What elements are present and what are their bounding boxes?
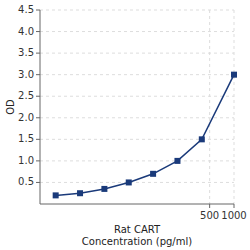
data-point [174,158,180,164]
tick-label-y: 2.0 [18,112,34,123]
data-point [77,190,83,196]
tick-label-x: 1000 [221,210,246,221]
axis-y [40,10,41,204]
tick-y [36,117,40,118]
data-point [53,192,59,198]
data-point [231,72,237,78]
tick-y [36,139,40,140]
tick-label-y: 1.5 [18,133,34,144]
data-point [126,179,132,185]
grid-line-x [234,10,235,204]
grid-line-y [40,182,234,183]
tick-y [36,160,40,161]
chart-container: 0.5 1.0 1.5 2.0 2.5 3.0 3.5 4.0 4.5 5001000 Rat CA… [0,0,250,250]
grid-line-y [40,10,234,11]
tick-y [36,10,40,11]
tick-x [209,204,210,208]
y-axis-label: OD [5,99,16,115]
axis-x [40,204,234,205]
data-point [199,136,205,142]
axes: 0.5 1.0 1.5 2.0 2.5 3.0 3.5 4.0 4.5 5001000 [18,4,247,221]
tick-label-y: 4.0 [18,26,34,37]
tick-y [36,53,40,54]
data-point [150,171,156,177]
grid-line-y [40,74,234,75]
tick-y [36,182,40,183]
grid-line-y [40,53,234,54]
plot-area [53,72,237,199]
tick-y [36,31,40,32]
tick-label-y: 3.0 [18,69,34,80]
tick-label-x: 500 [200,210,219,221]
tick-label-y: 1.0 [18,155,34,166]
grid-line-y [40,31,234,32]
grid-line-y [40,139,234,140]
series-line [56,75,234,196]
tick-label-y: 3.5 [18,47,34,58]
tick-y [36,96,40,97]
tick-label-y: 2.5 [18,90,34,101]
tick-y [36,74,40,75]
x-axis-label: Rat CARTConcentration (pg/ml) [82,224,192,247]
chart-svg: 0.5 1.0 1.5 2.0 2.5 3.0 3.5 4.0 4.5 5001000 Rat CA… [0,0,250,250]
grid-line-y [40,160,234,161]
tick-label-y: 4.5 [18,4,34,15]
grid-line-y [40,96,234,97]
grid-line-x [209,10,210,204]
tick-label-y: 0.5 [18,176,34,187]
grid [40,10,234,204]
tick-x [234,204,235,208]
data-point [101,186,107,192]
grid-line-y [40,117,234,118]
